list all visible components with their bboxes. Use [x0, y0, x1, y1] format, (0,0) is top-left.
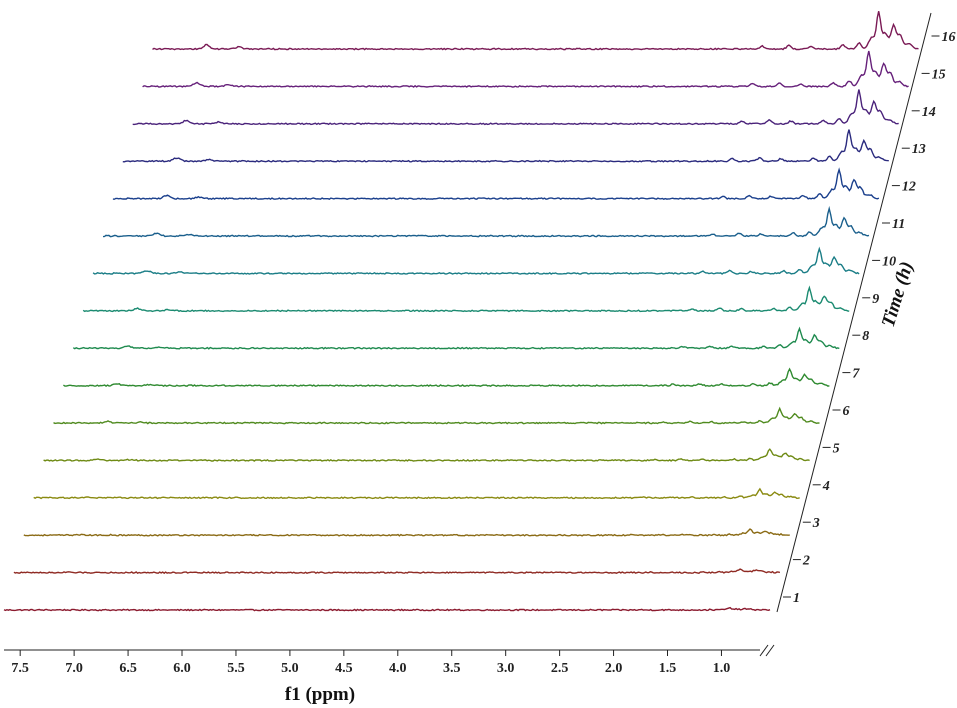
spectrum-line-13 — [122, 129, 889, 163]
time-tick-label: 8 — [862, 329, 869, 344]
time-axis-title: Time (h) — [878, 259, 918, 330]
x-tick-label: 5.0 — [281, 661, 299, 676]
time-axis-line — [776, 12, 932, 613]
x-tick-label: 4.0 — [389, 661, 407, 676]
spectrum-line-15 — [142, 50, 909, 88]
x-tick-label: 7.5 — [11, 661, 29, 676]
spectrum-line-7 — [63, 367, 830, 388]
time-tick-label: 12 — [902, 180, 916, 195]
spectrum-line-2 — [13, 568, 781, 575]
spectrum-line-14 — [132, 89, 899, 126]
x-axis-break-mark — [765, 644, 775, 657]
spectrum-line-4 — [33, 487, 800, 500]
time-tick-label: 10 — [882, 254, 896, 269]
time-tick-label: 1 — [793, 591, 800, 606]
x-tick-label: 6.0 — [173, 661, 191, 676]
x-tick-label: 2.5 — [551, 661, 569, 676]
time-tick-label: 11 — [892, 217, 905, 232]
time-tick-label: 7 — [852, 367, 860, 382]
spectrum-line-11 — [102, 205, 870, 238]
spectrum-line-5 — [43, 448, 810, 462]
x-tick-label: 1.5 — [659, 661, 677, 676]
time-tick-label: 5 — [833, 441, 840, 456]
x-axis-title: f1 (ppm) — [285, 684, 355, 705]
time-tick-label: 3 — [812, 516, 820, 531]
time-tick-label: 9 — [872, 292, 879, 307]
time-tick-label: 4 — [822, 479, 830, 494]
spectrum-line-3 — [23, 528, 790, 537]
spectrum-line-16 — [152, 11, 919, 51]
x-tick-label: 3.0 — [497, 661, 515, 676]
x-axis-break-mark — [759, 644, 769, 657]
time-tick-label: 16 — [942, 30, 956, 45]
x-tick-label: 4.5 — [335, 661, 353, 676]
x-axis: 7.5 7.0 6.5 6.0 5.5 5.0 4.5 4.0 3.5 3.0 2.5 2.0 1.5 1… — [4, 644, 775, 676]
spectrum-line-8 — [72, 326, 840, 350]
spectrum-line-9 — [82, 285, 850, 313]
x-tick-label: 2.0 — [605, 661, 623, 676]
x-tick-label: 5.5 — [227, 661, 245, 676]
x-tick-label: 6.5 — [119, 661, 137, 676]
time-tick-label: 13 — [912, 142, 926, 157]
time-tick-label: 14 — [922, 105, 936, 120]
spectrum-line-1 — [3, 606, 771, 612]
spectrum-line-12 — [112, 167, 880, 201]
spectra-layer — [3, 11, 919, 612]
x-tick-label: 3.5 — [443, 661, 461, 676]
spectrum-line-6 — [53, 406, 820, 425]
time-tick-label: 2 — [802, 554, 810, 569]
x-tick-label: 7.0 — [65, 661, 83, 676]
x-tick-label: 1.0 — [713, 661, 731, 676]
spectrum-line-10 — [92, 246, 860, 275]
time-tick-label: 15 — [932, 67, 946, 82]
time-tick-label: 6 — [843, 404, 850, 419]
